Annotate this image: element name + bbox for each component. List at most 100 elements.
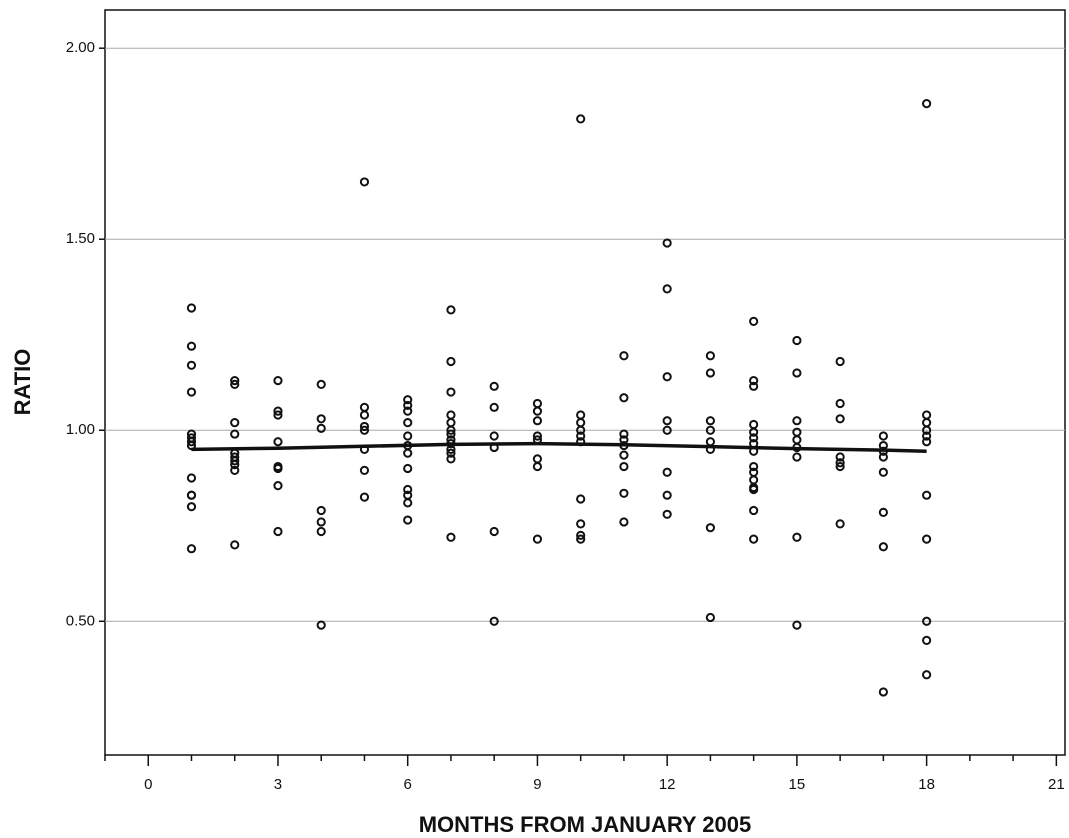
- point: [878, 687, 888, 697]
- point: [835, 519, 845, 529]
- point: [878, 467, 888, 477]
- point: [230, 418, 240, 428]
- point: [749, 316, 759, 326]
- point: [662, 416, 672, 426]
- point: [792, 368, 802, 378]
- point: [576, 530, 586, 540]
- x-tick-label: 18: [918, 776, 935, 793]
- point: [489, 381, 499, 391]
- point: [316, 526, 326, 537]
- point: [359, 410, 370, 420]
- point: [922, 418, 932, 428]
- point: [532, 461, 543, 472]
- point: [705, 351, 716, 361]
- point: [922, 437, 932, 447]
- x-tick-label: 21: [1048, 776, 1065, 793]
- point: [532, 406, 543, 416]
- point: [186, 502, 197, 512]
- point: [532, 534, 543, 544]
- point: [446, 454, 456, 464]
- point: [749, 375, 759, 386]
- point: [403, 463, 413, 474]
- point: [186, 387, 197, 397]
- point: [359, 465, 370, 475]
- point: [662, 284, 672, 294]
- point: [619, 450, 629, 460]
- point: [576, 519, 586, 529]
- point: [186, 544, 197, 554]
- point: [922, 431, 932, 441]
- point: [749, 475, 759, 485]
- point: [835, 398, 845, 409]
- point: [186, 341, 197, 351]
- point: [316, 379, 326, 390]
- point: [878, 431, 888, 441]
- point: [749, 433, 759, 443]
- point: [186, 473, 197, 483]
- point: [446, 532, 456, 542]
- point: [273, 463, 283, 474]
- point: [359, 177, 370, 187]
- point: [316, 505, 326, 516]
- y-tick-label: 1.00: [66, 421, 95, 438]
- point: [532, 454, 543, 464]
- x-tick-label: 15: [789, 776, 806, 793]
- point: [230, 429, 240, 439]
- point: [878, 507, 888, 517]
- point: [403, 484, 413, 495]
- point: [230, 540, 240, 550]
- point: [705, 523, 716, 533]
- point: [662, 509, 672, 519]
- point: [316, 414, 326, 424]
- point: [532, 416, 543, 426]
- point: [403, 498, 413, 508]
- point: [922, 425, 932, 435]
- point: [532, 431, 543, 441]
- point: [705, 612, 716, 623]
- point: [403, 515, 413, 525]
- point: [273, 437, 283, 447]
- point: [792, 335, 802, 346]
- x-tick-label: 12: [659, 776, 676, 793]
- x-axis-title: MONTHS FROM JANUARY 2005: [419, 812, 752, 837]
- point: [749, 505, 759, 516]
- point: [273, 481, 283, 491]
- point: [359, 492, 370, 502]
- point: [446, 418, 456, 428]
- point: [316, 423, 326, 433]
- point: [878, 542, 888, 552]
- point: [359, 402, 370, 412]
- point: [705, 368, 716, 378]
- point: [749, 534, 759, 544]
- point: [662, 425, 672, 435]
- y-tick-label: 0.50: [66, 612, 95, 629]
- point: [922, 616, 932, 626]
- point: [619, 488, 629, 498]
- point: [619, 351, 629, 361]
- point: [316, 620, 326, 630]
- point: [186, 303, 197, 313]
- y-axis-title: RATIO: [10, 349, 35, 416]
- point: [749, 484, 759, 495]
- point: [619, 517, 629, 527]
- point: [186, 490, 197, 500]
- point: [749, 381, 759, 391]
- point: [273, 406, 283, 416]
- point: [835, 356, 845, 367]
- point: [835, 458, 845, 468]
- point: [705, 437, 716, 447]
- point: [835, 461, 845, 472]
- point: [835, 414, 845, 424]
- point: [489, 402, 499, 412]
- point: [705, 416, 716, 426]
- point: [792, 452, 802, 462]
- point: [446, 387, 456, 397]
- point: [576, 494, 586, 504]
- point: [576, 410, 586, 420]
- point: [403, 395, 413, 405]
- point: [749, 461, 759, 472]
- point: [662, 490, 672, 500]
- point: [878, 452, 888, 462]
- point: [922, 534, 932, 544]
